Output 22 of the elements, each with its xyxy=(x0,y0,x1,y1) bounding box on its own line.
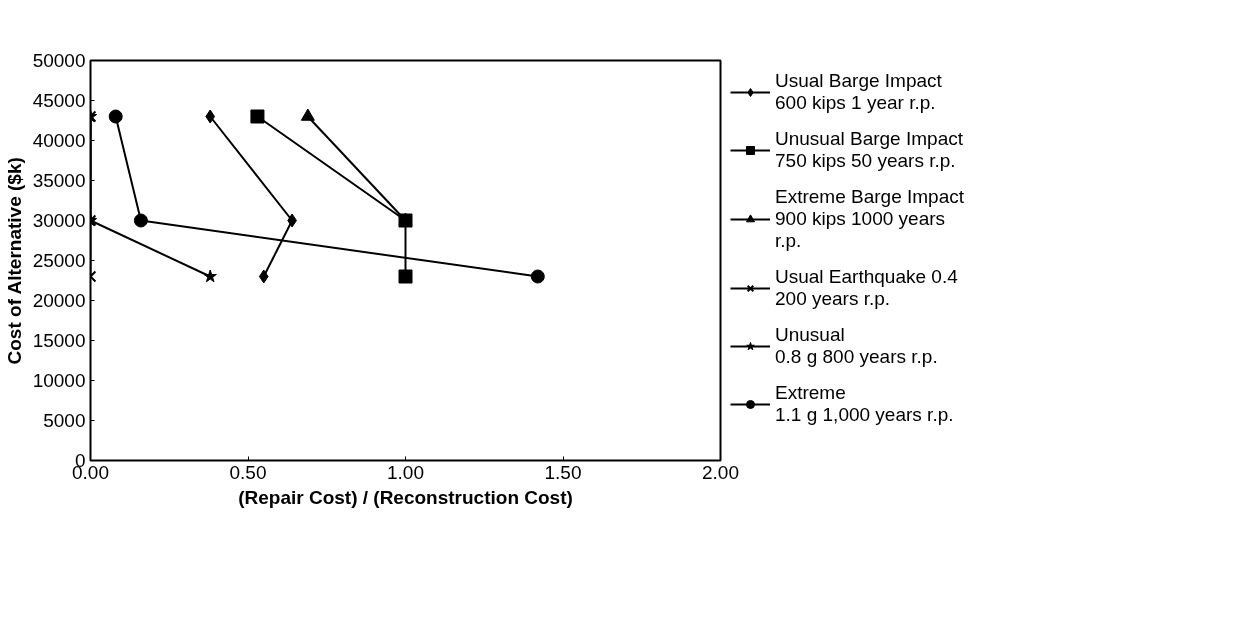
x-tick-label: 1.50 xyxy=(544,461,582,483)
legend-label: Unusual Barge Impact 750 kips 50 years r.p. xyxy=(775,128,963,172)
legend-label: Usual Barge Impact 600 kips 1 year r.p. xyxy=(775,70,942,114)
y-tick-label: 25000 xyxy=(32,250,86,271)
y-tick-label: 35000 xyxy=(32,170,86,191)
legend-label: Usual Earthquake 0.4 200 years r.p. xyxy=(775,266,958,310)
x-tick-label: 1.00 xyxy=(387,461,424,483)
x-axis-title: (Repair Cost) / (Reconstruction Cost) xyxy=(238,486,573,508)
y-tick-label: 40000 xyxy=(32,130,86,151)
legend-label: Extreme Barge Impact 900 kips 1000 years r.p. xyxy=(775,186,965,252)
y-tick-label: 20000 xyxy=(32,290,86,311)
legend-label: Extreme 1.1 g 1,000 years r.p. xyxy=(775,382,954,426)
y-tick-label: 10000 xyxy=(32,370,86,391)
y-tick-label: 50000 xyxy=(32,50,86,71)
x-tick-label: 2.00 xyxy=(702,461,739,483)
x-tick-label: 0.50 xyxy=(229,461,267,483)
y-tick-label: 30000 xyxy=(32,210,86,231)
y-axis-title: Cost of Alternative ($k) xyxy=(3,157,25,365)
y-tick-label: 15000 xyxy=(32,330,86,351)
y-tick-label: 45000 xyxy=(32,90,86,111)
legend-label: Unusual 0.8 g 800 years r.p. xyxy=(775,324,938,368)
y-tick-label: 5000 xyxy=(43,410,86,431)
